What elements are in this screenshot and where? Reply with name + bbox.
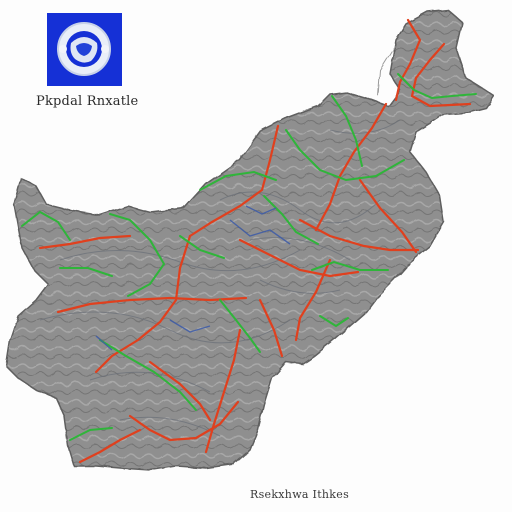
roads-red [38, 18, 472, 464]
emblem-flag [47, 13, 122, 86]
emblem-icon [47, 13, 122, 86]
roads-blue [95, 205, 291, 351]
map-credit: Rsekxhwa Ithkes [250, 488, 350, 501]
map-caption: Pkpdal Rnxatle [36, 94, 139, 109]
roads-green [21, 73, 477, 441]
terrain-ridges [39, 119, 401, 437]
